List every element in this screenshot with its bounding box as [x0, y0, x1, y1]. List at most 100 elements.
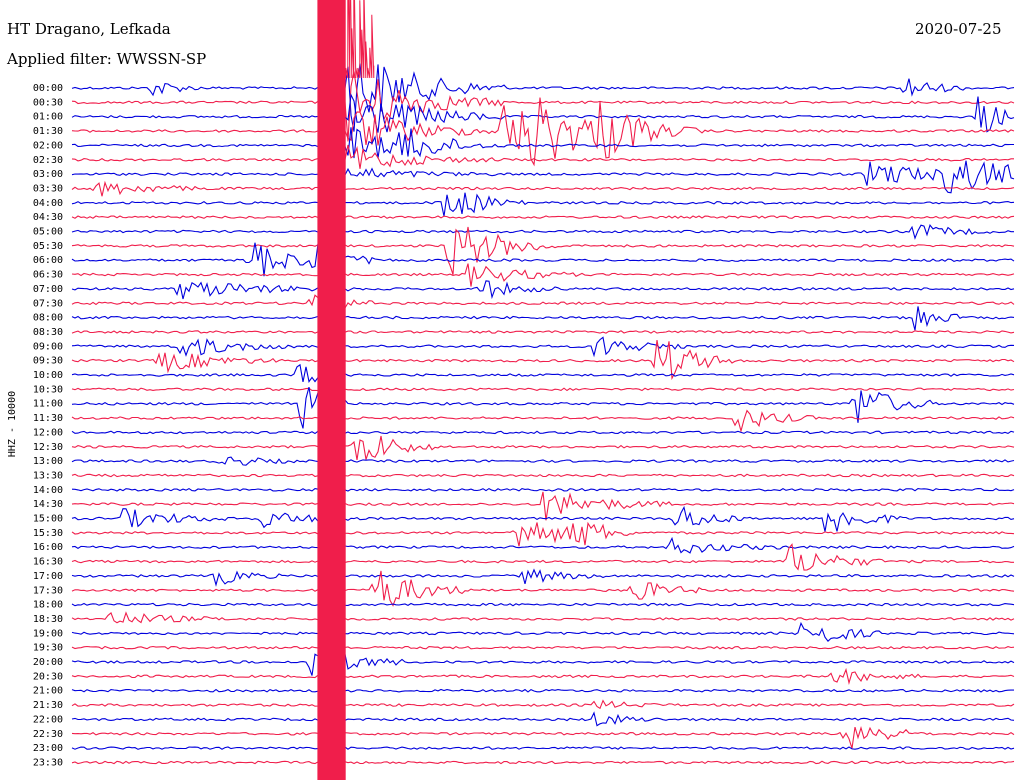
tick-label: 01:30	[33, 126, 63, 137]
trace-line	[71, 667, 1015, 685]
tick-label: 09:00	[33, 341, 63, 352]
tick-label: 00:30	[33, 97, 63, 108]
filter-label: Applied filter: WWSSN-SP	[7, 50, 207, 68]
tick-label: 04:00	[33, 198, 63, 209]
tick-label: 20:30	[33, 671, 63, 682]
trace-line	[71, 430, 1015, 435]
trace-line	[71, 611, 1015, 624]
trace-line	[71, 725, 1015, 749]
tick-label: 07:30	[33, 298, 63, 309]
trace-line	[71, 192, 1015, 217]
trace-line	[71, 602, 1015, 607]
tick-label: 12:00	[33, 427, 63, 438]
tick-label: 18:30	[33, 614, 63, 625]
trace-line	[71, 650, 1015, 676]
trace-line	[71, 688, 1014, 693]
tick-label: 08:30	[33, 327, 63, 338]
tick-label: 11:30	[33, 413, 63, 424]
trace-line	[71, 621, 1015, 643]
tick-label: 13:00	[33, 456, 63, 467]
trace-line	[71, 711, 1015, 727]
tick-label: 15:00	[33, 514, 63, 525]
tick-label: 03:30	[33, 183, 63, 194]
y-axis-label: HHZ - 10000	[7, 391, 18, 457]
tick-label: 00:00	[33, 83, 63, 94]
tick-label: 23:30	[33, 757, 63, 768]
tick-label: 02:00	[33, 140, 63, 151]
trace-group	[71, 0, 1015, 780]
trace-line	[71, 746, 1015, 750]
tick-labels: 00:00 00:30 01:00 01:30 02:00 02:30 03:00 03:30…	[33, 83, 63, 768]
trace-line	[71, 760, 1015, 765]
trace-line	[71, 263, 1015, 287]
tick-label: 06:00	[33, 255, 63, 266]
trace-line	[71, 215, 1015, 219]
trace-line	[71, 340, 1015, 381]
trace-line	[71, 306, 1015, 331]
tick-label: 21:00	[33, 686, 63, 697]
trace-line	[71, 487, 1015, 492]
tick-label: 22:30	[33, 729, 63, 740]
tick-label: 22:00	[33, 714, 63, 725]
trace-line	[71, 241, 1015, 277]
tick-label: 18:00	[33, 600, 63, 611]
tick-label: 16:00	[33, 542, 63, 553]
tick-label: 11:00	[33, 399, 63, 410]
tick-label: 16:30	[33, 557, 63, 568]
trace-line	[71, 160, 1015, 194]
trace-line	[71, 386, 1015, 429]
trace-line	[71, 568, 1015, 587]
trace-line	[71, 336, 1015, 358]
trace-line	[71, 409, 1015, 434]
trace-line	[71, 226, 1015, 275]
tick-label: 14:00	[33, 485, 63, 496]
tick-label: 02:30	[33, 155, 63, 166]
tick-label: 20:00	[33, 657, 63, 668]
trace-line	[71, 505, 1015, 532]
tick-label: 01:00	[33, 112, 63, 123]
trace-line	[71, 387, 1015, 392]
trace-line	[71, 543, 1014, 571]
tick-label: 15:30	[33, 528, 63, 539]
tick-label: 13:30	[33, 470, 63, 481]
tick-label: 12:30	[33, 442, 63, 453]
trace-line	[71, 536, 1015, 554]
trace-line	[71, 645, 1015, 650]
trace-line	[71, 97, 1015, 167]
trace-line	[71, 363, 1015, 383]
tick-label: 10:00	[33, 370, 63, 381]
trace-line	[71, 699, 1015, 710]
trace-line	[71, 224, 1014, 240]
station-title: HT Dragano, Lefkada	[7, 20, 171, 38]
trace-line	[71, 280, 1015, 300]
trace-line	[71, 570, 1015, 607]
tick-label: 04:30	[33, 212, 63, 223]
trace-line	[71, 330, 1015, 334]
trace-line	[71, 473, 1015, 478]
date-label: 2020-07-25	[915, 20, 1002, 38]
tick-label: 17:00	[33, 571, 63, 582]
tick-label: 07:00	[33, 284, 63, 295]
trace-line	[71, 63, 1015, 132]
saturated-band	[317, 0, 346, 780]
trace-line	[71, 293, 1015, 311]
tick-label: 19:30	[33, 643, 63, 654]
trace-line	[71, 127, 1014, 159]
trace-line	[71, 456, 1015, 466]
tick-label: 19:00	[33, 628, 63, 639]
trace-line	[71, 92, 1015, 133]
tick-label: 21:30	[33, 700, 63, 711]
trace-line	[71, 71, 1015, 142]
tick-label: 10:30	[33, 384, 63, 395]
tick-label: 17:30	[33, 585, 63, 596]
tick-label: 05:00	[33, 227, 63, 238]
tick-label: 06:30	[33, 270, 63, 281]
tick-label: 08:00	[33, 313, 63, 324]
trace-line	[71, 435, 1015, 460]
tick-label: 05:30	[33, 241, 63, 252]
saturated-spikes	[345, 0, 375, 79]
trace-line	[71, 144, 1014, 169]
tick-label: 03:00	[33, 169, 63, 180]
tick-label: 23:00	[33, 743, 63, 754]
